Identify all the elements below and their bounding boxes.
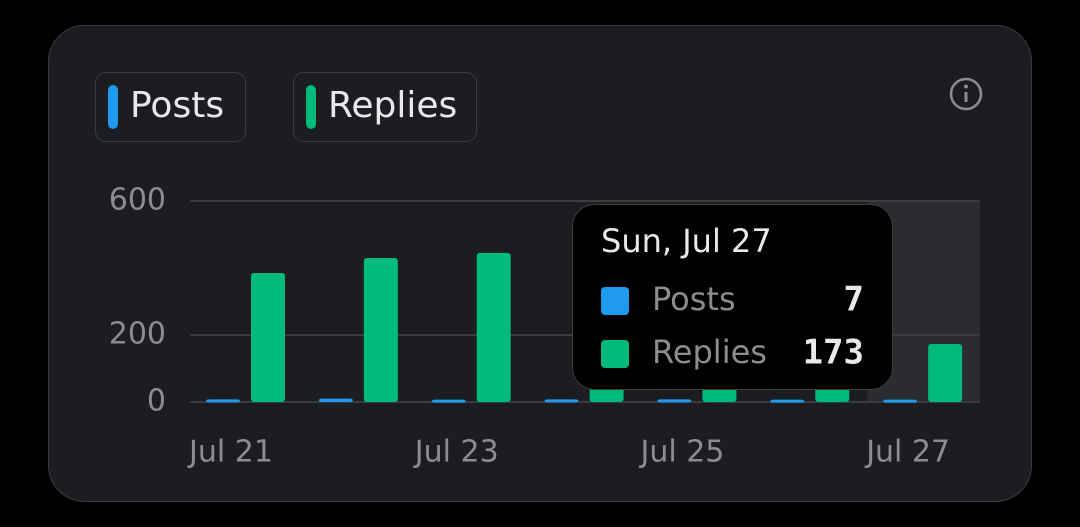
- bar: [251, 273, 285, 402]
- chip-swatch: [108, 85, 118, 129]
- x-tick-label: Jul 27: [864, 435, 950, 470]
- tooltip-series-name: Posts: [652, 280, 736, 318]
- chip-box: [293, 72, 477, 142]
- bar: [476, 252, 511, 402]
- legend-chip[interactable]: Replies: [293, 72, 477, 142]
- tooltip-swatch: [601, 287, 629, 315]
- bar: [883, 399, 918, 403]
- tooltip-swatch: [601, 340, 629, 368]
- info-icon[interactable]: [949, 77, 983, 111]
- tooltip-box: [572, 204, 893, 390]
- x-tick-label: Jul 23: [413, 435, 499, 470]
- tooltip-value: 173: [803, 333, 864, 373]
- legend-chip[interactable]: Posts: [95, 72, 246, 142]
- tooltip-series-name: Replies: [652, 333, 767, 371]
- bar: [544, 399, 579, 403]
- legend-label: Posts: [130, 85, 224, 126]
- tooltip-value: 7: [844, 280, 864, 320]
- y-tick-label: 600: [109, 183, 166, 218]
- y-tick-label: 0: [147, 384, 166, 419]
- x-tick-label: Jul 21: [187, 435, 273, 470]
- x-tick-label: Jul 25: [638, 435, 724, 470]
- bar: [318, 398, 353, 402]
- legend-label: Replies: [328, 85, 457, 126]
- chip-swatch: [306, 85, 316, 129]
- chip-box: [95, 72, 246, 142]
- bar: [431, 399, 466, 403]
- bar: [770, 399, 805, 403]
- bar: [657, 399, 692, 403]
- y-tick-label: 200: [109, 317, 166, 352]
- bar: [928, 344, 963, 402]
- bar: [363, 257, 398, 402]
- tooltip-title: Sun, Jul 27: [601, 222, 772, 260]
- bar: [206, 399, 240, 403]
